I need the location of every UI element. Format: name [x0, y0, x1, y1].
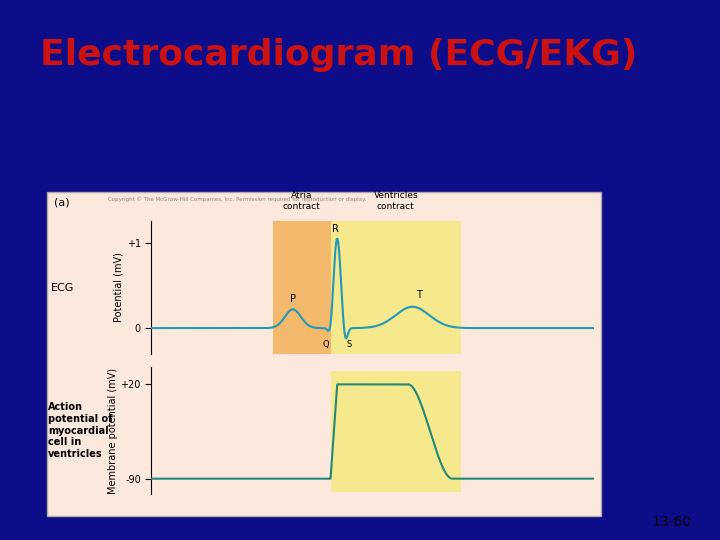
Text: S: S [346, 340, 351, 349]
Bar [273, 217, 330, 354]
Text: ECG: ECG [50, 282, 73, 293]
Text: (a): (a) [54, 197, 70, 207]
Text: Copyright © The McGraw-Hill Companies, Inc. Permission required for reproduction: Copyright © The McGraw-Hill Companies, I… [108, 196, 366, 201]
Text: Action
potential of
myocardial
cell in
ventricles: Action potential of myocardial cell in v… [48, 402, 112, 459]
Text: T: T [416, 290, 422, 300]
Text: R: R [331, 225, 338, 234]
Y-axis label: Potential (mV): Potential (mV) [114, 253, 124, 322]
Text: Q: Q [323, 340, 330, 349]
Bar [330, 372, 461, 491]
Text: Electrocardiogram (ECG/EKG): Electrocardiogram (ECG/EKG) [40, 38, 637, 72]
Text: P: P [290, 294, 296, 305]
Text: 13-60: 13-60 [651, 515, 691, 529]
Bar [47, 192, 601, 516]
Text: Ventricles
contract: Ventricles contract [374, 191, 418, 211]
Bar [330, 217, 461, 354]
Text: Atria
contract: Atria contract [283, 191, 320, 211]
Y-axis label: Membrane potential (mV): Membrane potential (mV) [107, 368, 117, 494]
